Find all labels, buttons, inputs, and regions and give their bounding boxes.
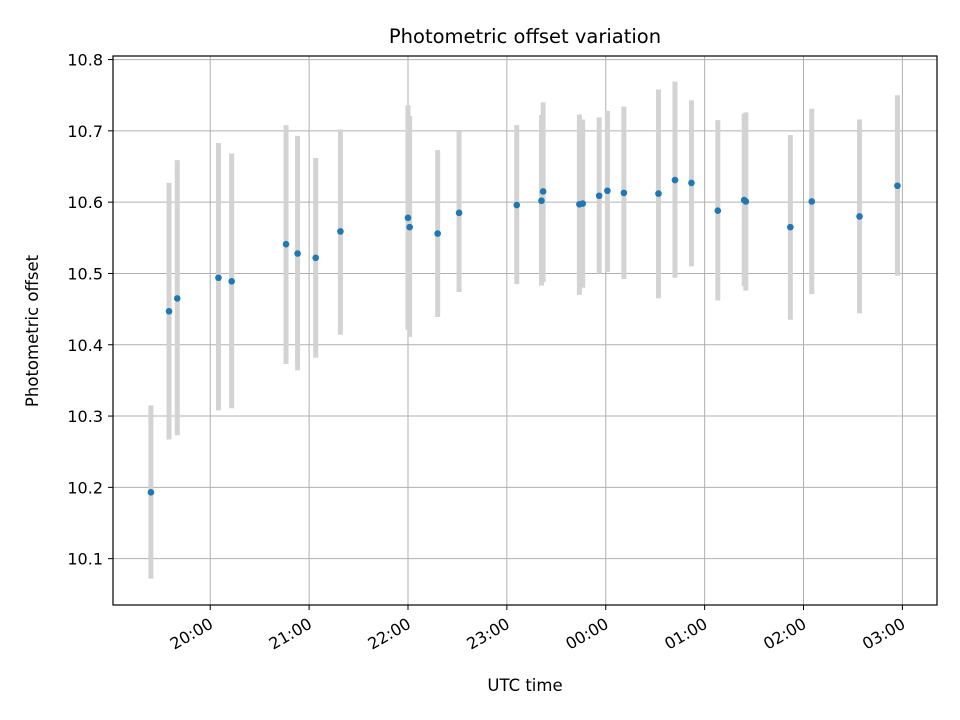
x-axis-ticks: 20:00 21:00 22:00 23:00 00:00 01:00 02:00 03:00: [167, 605, 908, 654]
y-tick-label: 10.3: [67, 407, 103, 426]
data-point: [787, 223, 794, 231]
data-point: [406, 223, 413, 231]
data-point: [856, 213, 863, 220]
data-point: [688, 179, 695, 187]
data-point: [337, 228, 344, 235]
data-point: [173, 295, 181, 302]
data-points: [147, 176, 901, 496]
y-tick-label: 10.7: [67, 122, 103, 141]
y-tick-label: 10.5: [67, 264, 103, 283]
y-tick-label: 10.4: [67, 336, 103, 355]
x-tick-label: 20:00: [167, 614, 216, 654]
data-point: [714, 207, 722, 215]
x-tick-label: 21:00: [266, 614, 315, 654]
y-tick-label: 10.6: [67, 193, 103, 212]
data-point: [655, 190, 662, 197]
y-tick-label: 10.8: [67, 51, 103, 70]
x-tick-label: 01:00: [661, 614, 710, 654]
data-point: [539, 188, 547, 195]
data-point: [579, 200, 586, 207]
error-bars: [148, 81, 900, 579]
data-point: [215, 274, 222, 282]
y-tick-label: 10.2: [67, 478, 103, 497]
chart-title: Photometric offset variation: [389, 25, 661, 48]
data-point: [165, 307, 173, 315]
data-point: [282, 240, 290, 248]
plot-frame: [112, 55, 938, 606]
x-tick-label: 22:00: [365, 614, 414, 654]
data-point: [434, 230, 441, 237]
y-tick-label: 10.1: [67, 550, 103, 569]
data-point: [808, 198, 816, 205]
data-point: [894, 182, 901, 190]
x-tick-label: 23:00: [463, 614, 512, 654]
data-point: [228, 278, 235, 285]
x-axis-label: UTC time: [487, 676, 562, 695]
y-axis-label: Photometric offset: [23, 254, 42, 407]
data-point: [742, 198, 750, 205]
data-point: [513, 201, 521, 209]
data-point: [620, 189, 628, 197]
data-point: [312, 254, 320, 262]
data-point: [147, 489, 155, 496]
y-axis-ticks: 10.1 10.2 10.3 10.4 10.5 10.6 10.7 10.8: [67, 51, 113, 569]
data-point: [671, 176, 679, 184]
data-point: [294, 250, 301, 257]
x-tick-label: 00:00: [562, 614, 611, 654]
data-point: [455, 209, 463, 217]
x-tick-label: 02:00: [760, 614, 809, 654]
data-point: [404, 214, 412, 222]
x-tick-label: 03:00: [859, 614, 908, 654]
data-point: [538, 197, 545, 205]
data-point: [604, 187, 611, 195]
data-point: [595, 192, 603, 200]
